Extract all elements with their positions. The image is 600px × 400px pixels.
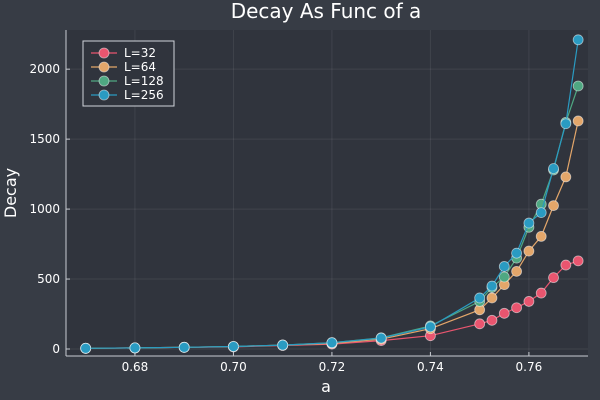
y-tick-label: 1000 bbox=[29, 202, 60, 216]
data-point bbox=[486, 314, 498, 326]
axes bbox=[65, 30, 588, 357]
legend-item: L=256 bbox=[91, 88, 164, 102]
data-point bbox=[511, 302, 522, 314]
y-tick-labels: 0 500 1000 1500 2000 bbox=[29, 62, 70, 356]
data-point bbox=[474, 292, 486, 304]
legend-item: L=64 bbox=[91, 60, 156, 74]
legend-swatch-marker bbox=[98, 61, 110, 73]
legend-item: L=32 bbox=[91, 46, 156, 60]
data-point bbox=[129, 342, 141, 354]
chart-title: Decay As Func of a bbox=[231, 0, 422, 23]
data-point bbox=[523, 217, 535, 229]
data-point bbox=[572, 115, 584, 127]
data-point bbox=[277, 339, 289, 351]
series-layer bbox=[80, 34, 584, 354]
legend-label: L=128 bbox=[124, 74, 164, 88]
legend-swatch-marker bbox=[98, 47, 110, 59]
data-point bbox=[560, 259, 572, 271]
data-point bbox=[535, 230, 547, 242]
y-tick-label: 1500 bbox=[29, 132, 60, 146]
y-axis-label: Decay bbox=[1, 168, 20, 218]
legend-item: L=128 bbox=[91, 74, 164, 88]
data-point bbox=[572, 255, 584, 267]
data-point bbox=[486, 292, 498, 304]
data-point bbox=[523, 296, 535, 307]
x-tick-label: 0.72 bbox=[319, 360, 346, 374]
data-point bbox=[572, 34, 584, 46]
x-tick-label: 0.68 bbox=[122, 360, 149, 374]
x-tick-label: 0.76 bbox=[516, 360, 543, 374]
data-point bbox=[548, 272, 559, 284]
legend-swatch-marker bbox=[98, 89, 110, 101]
data-point bbox=[80, 342, 92, 354]
legend-label: L=256 bbox=[124, 88, 164, 102]
data-point bbox=[560, 118, 572, 130]
data-point bbox=[535, 207, 547, 218]
data-point bbox=[560, 171, 572, 183]
data-point bbox=[548, 163, 559, 174]
data-point bbox=[548, 200, 559, 211]
data-point bbox=[498, 271, 510, 283]
data-point bbox=[375, 332, 387, 344]
x-tick-labels: 0.68 0.70 0.72 0.74 0.76 bbox=[122, 352, 543, 374]
data-point bbox=[498, 261, 510, 272]
data-point bbox=[474, 318, 486, 330]
y-tick-label: 0 bbox=[52, 342, 60, 356]
y-tick-label: 2000 bbox=[29, 62, 60, 76]
data-point bbox=[535, 287, 547, 299]
data-point bbox=[498, 307, 510, 319]
data-point bbox=[178, 341, 190, 353]
legend-label: L=64 bbox=[124, 60, 156, 74]
data-point bbox=[511, 265, 522, 277]
legend-label: L=32 bbox=[124, 46, 156, 60]
x-axis-label: a bbox=[321, 377, 331, 396]
data-point bbox=[511, 247, 522, 259]
legend-swatch-marker bbox=[98, 75, 110, 87]
series-4 bbox=[80, 34, 584, 354]
y-tick-label: 500 bbox=[37, 272, 60, 286]
data-point bbox=[523, 245, 535, 257]
data-point bbox=[486, 280, 498, 292]
x-tick-label: 0.70 bbox=[220, 360, 247, 374]
data-point bbox=[425, 321, 436, 333]
data-point bbox=[326, 337, 338, 349]
data-point bbox=[572, 80, 584, 92]
x-tick-label: 0.74 bbox=[417, 360, 444, 374]
data-point bbox=[228, 341, 239, 352]
